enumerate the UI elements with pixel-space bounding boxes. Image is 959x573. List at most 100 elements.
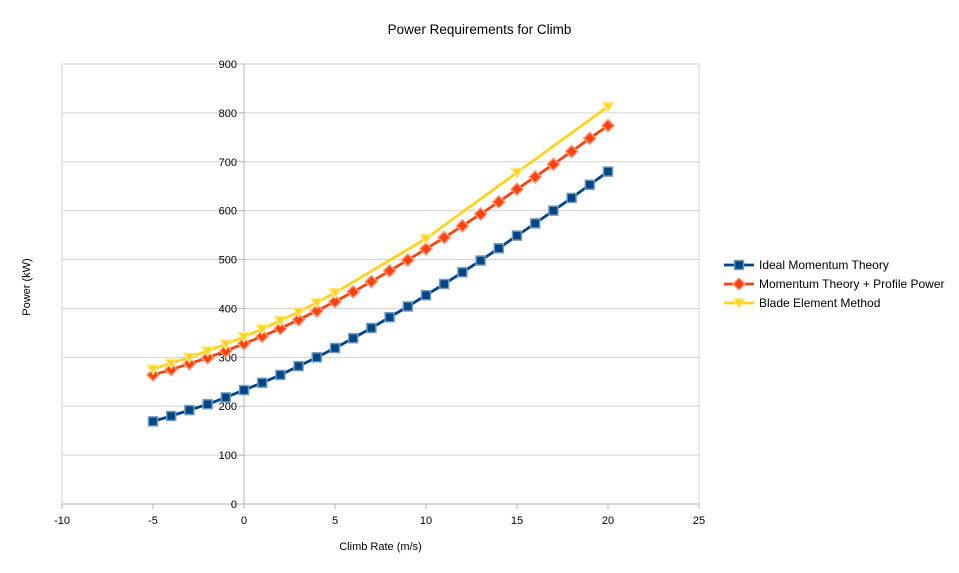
marker-diamond	[200, 350, 215, 365]
marker-square	[366, 322, 377, 334]
marker-diamond	[273, 321, 288, 336]
marker-square	[311, 352, 323, 363]
marker-diamond	[218, 343, 233, 359]
marker-square	[184, 404, 195, 416]
marker-diamond	[236, 336, 252, 351]
legend-diamond-icon	[724, 278, 754, 290]
marker-square	[329, 342, 341, 354]
marker-diamond	[346, 284, 361, 299]
marker-diamond	[509, 182, 525, 197]
marker-triangle-down	[164, 358, 179, 370]
marker-diamond	[327, 294, 343, 309]
x-tick-label: -10	[54, 515, 70, 527]
marker-square	[493, 243, 505, 254]
marker-square	[733, 259, 745, 271]
marker-square	[165, 410, 177, 422]
y-tick-label: 0	[231, 499, 237, 511]
marker-diamond	[600, 118, 616, 133]
marker-square	[238, 384, 250, 396]
y-tick-label: 700	[219, 157, 237, 169]
marker-square	[347, 333, 359, 344]
marker-diamond	[437, 230, 452, 245]
marker-square	[256, 377, 268, 389]
marker-diamond	[382, 263, 397, 278]
marker-square	[475, 255, 486, 266]
marker-diamond	[731, 278, 747, 290]
marker-square	[529, 218, 541, 229]
y-tick-label: 500	[219, 255, 237, 267]
chart-title: Power Requirements for Climb	[387, 22, 572, 37]
marker-triangle-down	[601, 101, 615, 113]
marker-square	[275, 369, 286, 381]
marker-square	[147, 416, 159, 427]
marker-square	[511, 230, 523, 241]
x-tick-label: 25	[693, 515, 705, 527]
x-axis-title: Climb Rate (m/s)	[339, 541, 422, 553]
y-tick-label: 100	[219, 450, 237, 462]
marker-square	[420, 289, 432, 301]
marker-diamond	[364, 274, 379, 289]
y-tick-label: 900	[219, 59, 237, 71]
marker-diamond	[491, 194, 506, 209]
marker-square	[584, 179, 596, 191]
marker-triangle-down	[291, 307, 306, 319]
x-tick-label: 5	[332, 515, 338, 527]
marker-triangle-down	[732, 298, 746, 309]
marker-triangle-down	[200, 346, 215, 358]
marker-triangle-down	[255, 324, 270, 336]
marker-triangle-down	[273, 315, 288, 328]
x-tick-label: 0	[241, 515, 247, 527]
legend: Ideal Momentum Theory Momentum Theory + P…	[724, 258, 945, 310]
y-tick-label: 800	[219, 108, 237, 120]
marker-diamond	[546, 157, 561, 172]
legend-label: Blade Element Method	[759, 296, 881, 310]
marker-triangle-down	[328, 288, 342, 300]
marker-diamond	[291, 312, 306, 327]
legend-item: Ideal Momentum Theory	[724, 258, 945, 272]
marker-diamond	[582, 131, 597, 146]
marker-diamond	[309, 303, 324, 318]
marker-diamond	[400, 252, 415, 268]
marker-square	[220, 392, 232, 403]
marker-triangle-down	[146, 364, 160, 376]
marker-square	[457, 267, 468, 278]
marker-triangle-down	[510, 167, 524, 179]
x-tick-label: -5	[148, 515, 158, 527]
marker-triangle-down	[218, 339, 233, 351]
marker-square	[384, 311, 395, 323]
legend-label: Momentum Theory + Profile Power	[759, 277, 945, 291]
x-tick-label: 15	[511, 515, 523, 527]
x-tick-label: 10	[420, 515, 432, 527]
marker-square	[402, 301, 414, 312]
series-square	[147, 166, 614, 427]
marker-square	[602, 166, 614, 177]
x-tick-label: 20	[602, 515, 614, 527]
marker-diamond	[455, 218, 470, 233]
y-tick-label: 200	[219, 401, 237, 413]
legend-triangle-down-icon	[724, 298, 754, 309]
marker-triangle-down	[419, 233, 433, 245]
marker-square	[566, 192, 577, 204]
marker-triangle-down	[237, 332, 251, 344]
marker-diamond	[564, 144, 579, 159]
marker-diamond	[528, 169, 543, 184]
series-line	[151, 105, 610, 371]
legend-item: Blade Element Method	[724, 296, 945, 310]
marker-triangle-down	[182, 352, 197, 364]
marker-triangle-down	[309, 297, 324, 310]
y-tick-label: 400	[219, 303, 237, 315]
series-triangle-down	[146, 101, 615, 376]
marker-diamond	[473, 207, 488, 222]
marker-diamond	[418, 241, 434, 256]
marker-square	[548, 205, 559, 216]
marker-diamond	[255, 329, 270, 344]
legend-item: Momentum Theory + Profile Power	[724, 277, 945, 291]
marker-square	[293, 360, 304, 372]
marker-square	[438, 278, 450, 290]
series-diamond	[145, 118, 616, 382]
marker-square	[202, 399, 213, 410]
legend-label: Ideal Momentum Theory	[759, 258, 889, 272]
y-tick-label: 600	[219, 206, 237, 218]
